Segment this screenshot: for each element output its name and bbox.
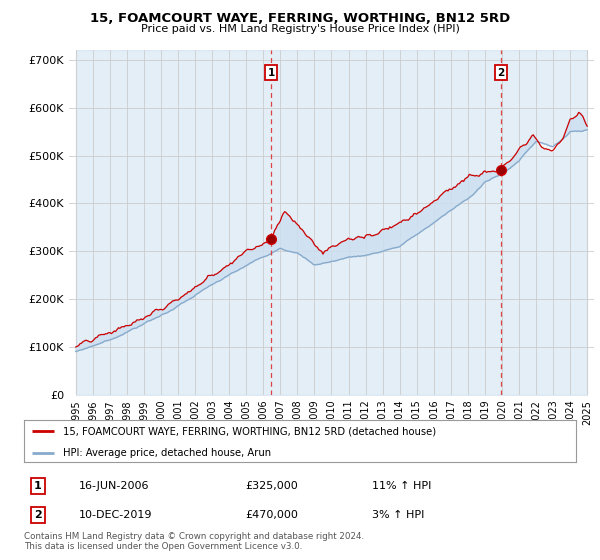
Text: 15, FOAMCOURT WAYE, FERRING, WORTHING, BN12 5RD: 15, FOAMCOURT WAYE, FERRING, WORTHING, B… (90, 12, 510, 25)
Text: HPI: Average price, detached house, Arun: HPI: Average price, detached house, Arun (62, 448, 271, 458)
Text: 2: 2 (34, 510, 41, 520)
Text: 16-JUN-2006: 16-JUN-2006 (79, 481, 150, 491)
Text: 15, FOAMCOURT WAYE, FERRING, WORTHING, BN12 5RD (detached house): 15, FOAMCOURT WAYE, FERRING, WORTHING, B… (62, 426, 436, 436)
Text: £470,000: £470,000 (245, 510, 298, 520)
Text: Contains HM Land Registry data © Crown copyright and database right 2024.
This d: Contains HM Land Registry data © Crown c… (24, 532, 364, 552)
Text: Price paid vs. HM Land Registry's House Price Index (HPI): Price paid vs. HM Land Registry's House … (140, 24, 460, 34)
Text: £325,000: £325,000 (245, 481, 298, 491)
Text: 11% ↑ HPI: 11% ↑ HPI (372, 481, 431, 491)
Text: 1: 1 (268, 68, 275, 78)
Text: 3% ↑ HPI: 3% ↑ HPI (372, 510, 424, 520)
Text: 2: 2 (497, 68, 505, 78)
Text: 1: 1 (34, 481, 41, 491)
Text: 10-DEC-2019: 10-DEC-2019 (79, 510, 152, 520)
